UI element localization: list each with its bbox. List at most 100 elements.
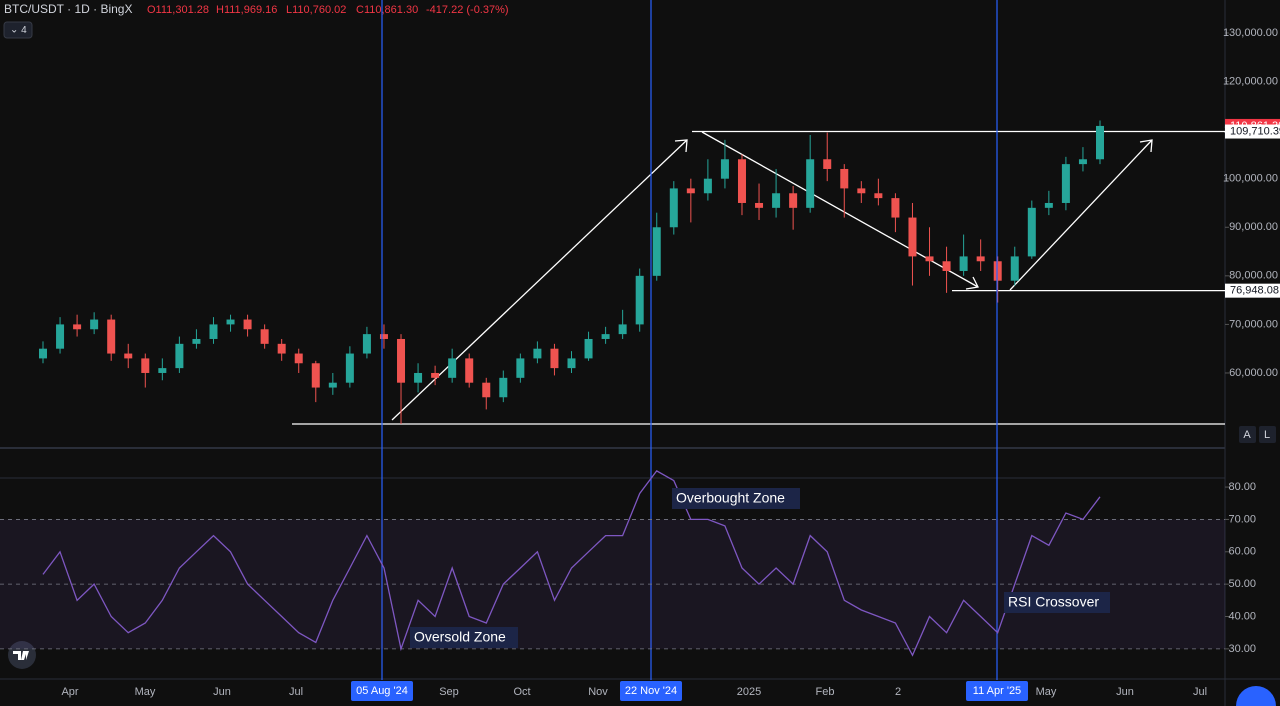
- candle-body: [550, 348, 559, 369]
- y-tick-label: 40.00: [1228, 610, 1256, 622]
- candle-body: [1044, 202, 1053, 208]
- candle-body: [635, 275, 644, 325]
- log-scale-button[interactable]: [1259, 426, 1276, 443]
- ohlc-high: H111,969.16: [216, 4, 277, 16]
- candle-body: [124, 353, 133, 359]
- date-marker-label: 11 Apr '25: [973, 685, 1021, 697]
- candle-body: [755, 202, 764, 208]
- x-tick-label: Apr: [61, 686, 78, 698]
- y-tick-label: 60.00: [1228, 546, 1256, 558]
- arrow: [1009, 139, 1153, 291]
- header: BTC/USDT · 1D · BingX O111,301.28 H111,9…: [3, 2, 509, 39]
- scroll-button[interactable]: [1236, 686, 1276, 706]
- candle-body: [959, 256, 968, 271]
- x-tick-label: 2025: [737, 686, 761, 698]
- candle-body: [567, 358, 576, 369]
- y-tick-label: 100,000.00: [1223, 173, 1278, 185]
- rsi-line: [42, 470, 1101, 657]
- auto-scale-icon: A: [1243, 429, 1251, 441]
- y-tick-label: 30.00: [1228, 643, 1256, 655]
- x-tick-label: Jun: [1116, 686, 1134, 698]
- x-tick-label: May: [1036, 686, 1057, 698]
- y-tick-label: 80.00: [1228, 481, 1256, 493]
- arrow-head: [1139, 139, 1153, 153]
- candle-body: [823, 159, 832, 169]
- candle-body: [209, 324, 218, 339]
- candle-body: [482, 382, 491, 398]
- x-tick-label: Jul: [1193, 686, 1207, 698]
- candle-body: [465, 358, 474, 383]
- candle-body: [857, 188, 866, 194]
- indicator-count-value: 4: [21, 25, 27, 36]
- date-marker-box: [966, 681, 1028, 701]
- logo-badge: [8, 641, 36, 669]
- indicator-toggle[interactable]: [3, 21, 33, 39]
- annotation: Overbought Zone: [676, 490, 785, 506]
- candle-body: [226, 319, 235, 325]
- candle-body: [175, 343, 184, 369]
- logo: [8, 641, 36, 669]
- rsi-band: [0, 519, 1225, 649]
- candle-body: [1096, 125, 1104, 160]
- date-marker-label: 05 Aug '24: [356, 685, 408, 697]
- candle-body: [294, 353, 303, 364]
- candle-body: [192, 338, 201, 344]
- x-tick-label: May: [135, 686, 156, 698]
- logo-mark: [13, 651, 29, 660]
- y-tick-label: 60,000.00: [1229, 367, 1278, 379]
- candle-body: [840, 168, 849, 189]
- candle-body: [379, 334, 388, 339]
- candle-body: [448, 358, 457, 378]
- x-tick-label: Feb: [816, 686, 835, 698]
- candle-body: [1027, 207, 1036, 257]
- candle-body: [397, 338, 406, 383]
- y-tick-label: 120,000.00: [1223, 75, 1278, 87]
- candle-body: [601, 334, 610, 339]
- candle-body: [414, 372, 423, 383]
- auto-scale-button[interactable]: [1239, 426, 1256, 443]
- candle-body: [993, 261, 1002, 281]
- ohlc-open: O111,301.28: [147, 4, 209, 16]
- candle-body: [141, 358, 150, 373]
- x-tick-label: Sep: [439, 686, 459, 698]
- candle-body: [652, 227, 661, 276]
- candle-body: [243, 319, 252, 330]
- candle-body: [431, 372, 440, 378]
- log-scale-icon: L: [1264, 429, 1270, 441]
- candle-body: [311, 363, 320, 388]
- candle-body: [56, 324, 65, 349]
- candle-body: [1010, 256, 1019, 281]
- candle-body: [772, 193, 781, 208]
- candle-body: [789, 193, 798, 208]
- candle-body: [345, 353, 354, 383]
- x-tick-label: Jul: [289, 686, 303, 698]
- candle-body: [39, 348, 47, 359]
- candle-body: [107, 319, 116, 354]
- annotation-box: [1004, 592, 1110, 613]
- date-marker-box: [620, 681, 682, 701]
- price-tag-label: 109,710.39: [1230, 125, 1280, 137]
- candle-body: [1078, 159, 1087, 165]
- candle-body: [720, 159, 729, 179]
- x-tick-label: Nov: [588, 686, 608, 698]
- candle-body: [976, 256, 985, 262]
- indicator-count: ⌄ 4: [10, 25, 27, 36]
- candle-body: [925, 256, 934, 262]
- price-tag: [1225, 124, 1280, 139]
- candle-body: [277, 343, 286, 354]
- candle-body: [1061, 164, 1070, 203]
- candle-body: [533, 348, 542, 359]
- x-tick-label: Jun: [213, 686, 231, 698]
- candle-body: [874, 193, 883, 199]
- x-tick-label: 2: [895, 686, 901, 698]
- price-tag-label: 76,948.08: [1230, 285, 1279, 297]
- symbol: BTC/USDT · 1D · BingX: [4, 2, 132, 16]
- arrow-head: [674, 139, 688, 153]
- y-tick-label: 70.00: [1228, 513, 1256, 525]
- candle-body: [260, 329, 269, 344]
- date-marker-label: 22 Nov '24: [625, 685, 677, 697]
- candle-body: [737, 159, 746, 203]
- change: -417.22 (-0.37%): [426, 4, 509, 16]
